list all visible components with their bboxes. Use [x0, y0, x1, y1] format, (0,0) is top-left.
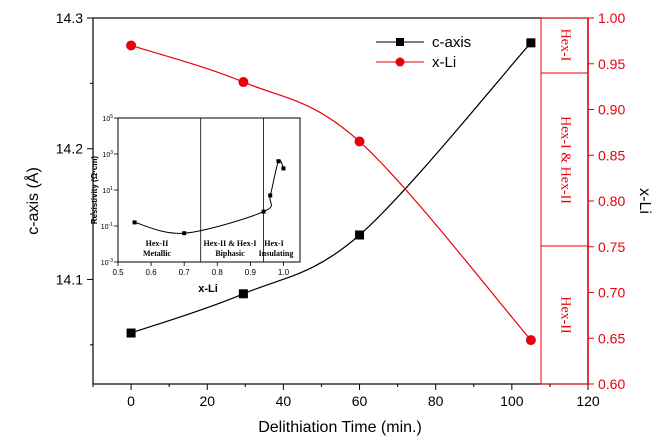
phase-label-hex-i-and-ii: Hex-I & Hex-II	[558, 116, 573, 204]
inset-point-2	[261, 209, 266, 214]
x-tick-label-5: 100	[500, 393, 524, 409]
phase-label-hex-ii: Hex-II	[558, 296, 573, 334]
inset-x-tick-label-5: 1.0	[278, 268, 290, 277]
phase-label-hex-i: Hex-I	[558, 29, 573, 62]
x-tick-label-4: 80	[428, 393, 444, 409]
y2-tick-label-6: 0.90	[598, 102, 625, 118]
inset-x-tick-label-1: 0.6	[146, 268, 158, 277]
inset-point-3	[268, 193, 273, 198]
inset-region-2-line-2: Biphasic	[215, 249, 245, 258]
inset-point-0	[132, 220, 137, 225]
inset-region-3-line-2: Insulating	[259, 249, 294, 258]
x-tick-label-3: 60	[352, 393, 368, 409]
x-tick-label-2: 40	[276, 393, 292, 409]
series-line-x-li	[130, 44, 532, 341]
series-line-c-axis	[130, 42, 532, 334]
point-c-axis-0	[126, 328, 136, 338]
y2-tick-label-0: 0.60	[598, 376, 625, 392]
legend-label-c-axis: c-axis	[432, 34, 471, 51]
point-x-li-2	[354, 136, 365, 147]
y2-tick-label-3: 0.75	[598, 239, 625, 255]
inset-background	[118, 118, 300, 262]
y2-tick-label-2: 0.70	[598, 285, 625, 301]
inset-y-tick-label-2: 101	[102, 186, 113, 195]
x-tick-label-0: 0	[127, 393, 135, 409]
inset-point-1	[182, 231, 187, 236]
y2-tick-label-7: 0.95	[598, 56, 625, 72]
y-tick-label-0: 14.1	[56, 271, 83, 287]
y-tick-label-2: 14.3	[56, 10, 83, 26]
inset-y-axis-title: Resistivity (Ω·cm)	[90, 156, 99, 225]
point-c-axis-1	[238, 289, 248, 299]
inset-point-5	[281, 166, 286, 171]
legend-marker-c-axis	[396, 38, 404, 46]
inset-region-1-line-2: Metallic	[143, 249, 171, 258]
legend-marker-x-li	[395, 57, 405, 67]
inset-y-tick-label-3: 10-1	[101, 222, 113, 231]
inset-region-2-line-1: Hex-II & Hex-I	[204, 239, 257, 248]
inset-x-axis-title: x-Li	[198, 283, 218, 295]
inset-y-tick-label-0: 105	[102, 114, 113, 123]
y2-tick-label-8: 1.00	[598, 10, 625, 26]
point-x-li-0	[126, 40, 137, 51]
point-c-axis-3	[526, 38, 536, 48]
x-tick-label-1: 20	[199, 393, 215, 409]
inset-point-4	[276, 159, 281, 164]
y-tick-label-1: 14.2	[56, 141, 83, 157]
inset-y-tick-label-4: 10-3	[101, 258, 113, 267]
point-c-axis-2	[355, 230, 365, 240]
legend: c-axis x-Li	[376, 34, 471, 71]
inset-x-tick-label-0: 0.5	[112, 268, 124, 277]
point-x-li-3	[525, 335, 536, 346]
inset-region-3-line-1: Hex-I	[264, 239, 284, 248]
inset-x-tick-label-4: 0.9	[245, 268, 257, 277]
inset-x-tick-label-2: 0.7	[179, 268, 191, 277]
inset-y-tick-label-1: 103	[102, 150, 113, 159]
legend-label-x-li: x-Li	[432, 54, 456, 71]
inset: 0.5 0.6 0.7 0.8 0.9 1.0 105 103 101 10-1 10-3 x-Li…	[90, 114, 301, 295]
y2-tick-label-4: 0.80	[598, 193, 625, 209]
y2-axis-title: x-Li	[636, 188, 652, 214]
inset-x-tick-label-3: 0.8	[212, 268, 224, 277]
x-axis-title: Delithiation Time (min.)	[258, 419, 422, 436]
inset-region-1-line-1: Hex-II	[146, 239, 169, 248]
y2-tick-label-1: 0.65	[598, 330, 625, 346]
y-axis-title: c-axis (Å)	[23, 167, 42, 235]
point-x-li-1	[238, 77, 249, 88]
y2-tick-label-5: 0.85	[598, 147, 625, 163]
x-tick-label-6: 120	[576, 393, 600, 409]
